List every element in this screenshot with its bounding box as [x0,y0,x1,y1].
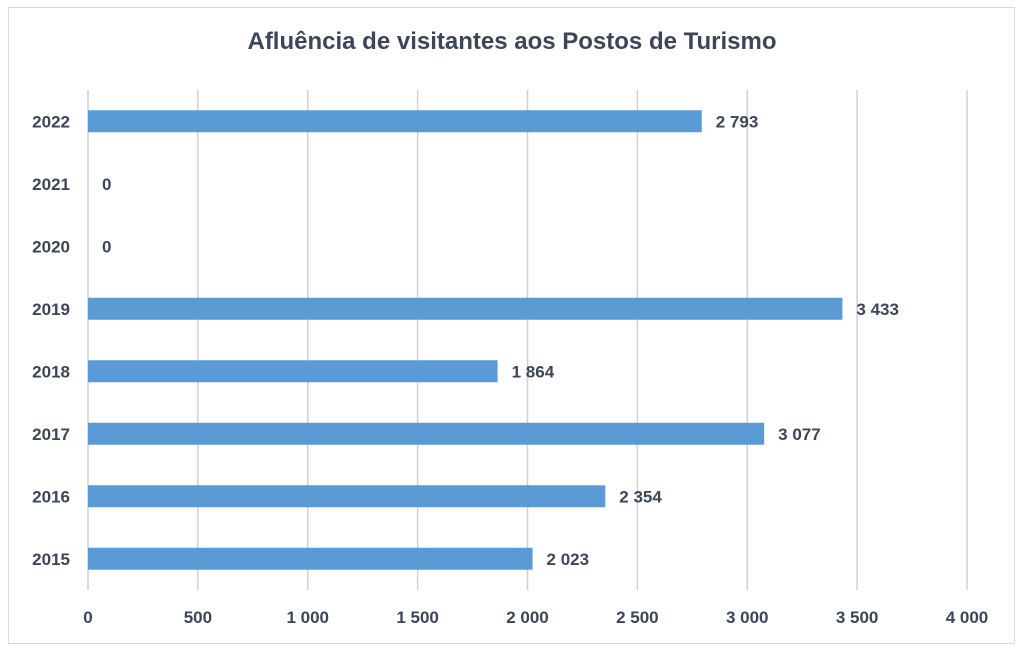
x-tick-label: 1 000 [286,608,329,627]
y-tick-label: 2021 [32,175,70,194]
x-tick-label: 4 000 [946,608,989,627]
category-labels: 2015 2016 2017 2018 2019 2020 2021 2022 [32,112,70,569]
data-label: 2 354 [619,487,662,506]
chart-title: Afluência de visitantes aos Postos de Tu… [247,28,777,55]
bar [88,360,498,383]
y-tick-label: 2015 [32,550,70,569]
y-tick-label: 2019 [32,300,70,319]
x-tick-label: 3 000 [726,608,769,627]
data-label: 0 [102,175,111,194]
value-axis-labels: 0 500 1 000 1 500 2 000 2 500 3 000 3 500 4 000 [83,608,988,627]
y-tick-label: 2016 [32,487,70,506]
x-tick-label: 3 500 [836,608,879,627]
data-label: 0 [102,237,111,256]
gridlines [87,90,968,590]
x-tick-label: 2 000 [506,608,549,627]
y-tick-label: 2020 [32,237,70,256]
x-tick-label: 1 500 [396,608,439,627]
y-tick-label: 2022 [32,112,70,131]
data-label: 3 433 [856,300,899,319]
bar [88,297,843,320]
bar [88,485,606,508]
x-tick-label: 2 500 [616,608,659,627]
data-label: 1 864 [512,362,555,381]
bar [88,422,765,445]
data-labels: 2 023 2 354 3 077 1 864 3 433 0 0 2 793 [102,112,899,569]
bar [88,547,533,570]
y-tick-label: 2018 [32,362,70,381]
x-tick-label: 500 [184,608,212,627]
bar [88,110,702,133]
data-label: 2 793 [716,112,759,131]
y-tick-label: 2017 [32,425,70,444]
bars [88,110,843,570]
x-tick-label: 0 [83,608,92,627]
data-label: 3 077 [778,425,821,444]
data-label: 2 023 [547,550,590,569]
